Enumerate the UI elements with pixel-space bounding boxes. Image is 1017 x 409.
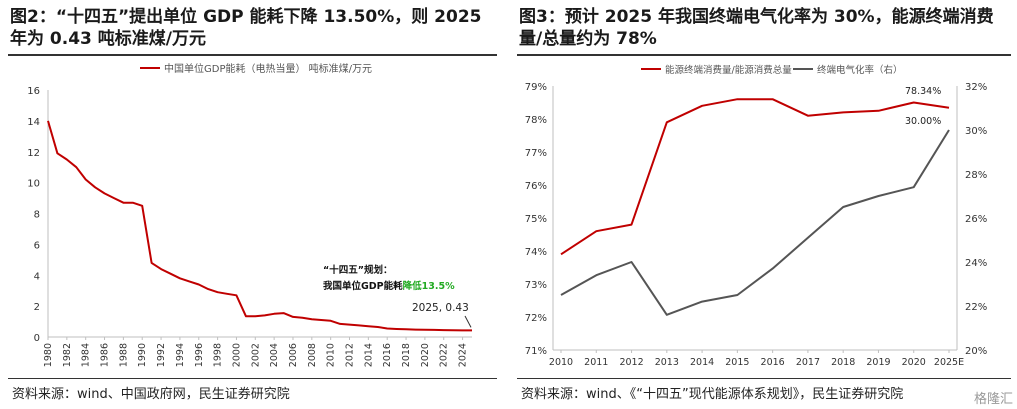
x-tick-label: 1990 [137, 343, 148, 367]
x-tick-label: 2015 [725, 357, 749, 368]
right-chart-svg: 71% 72% 73% 74% 75% 76% 77% 78% 79% 20% 22% 24% 26% 2… [525, 64, 987, 368]
annotation-title: “十四五”规划： [323, 264, 393, 276]
left-y-tick-label: 78% [525, 115, 547, 126]
x-tick-label: 2022 [439, 343, 450, 367]
x-tick-label: 1996 [194, 343, 205, 367]
x-tick-label: 2014 [690, 357, 714, 368]
x-tick-label: 2004 [269, 343, 280, 367]
left-y-tick-label: 76% [525, 181, 547, 192]
x-tick-label: 2019 [866, 357, 890, 368]
legend-label-right: 终端电气化率（右） [817, 64, 903, 76]
y-tick-label: 0 [34, 333, 40, 344]
legend-label-left: 能源终端消费量/能源消费总量 [665, 64, 792, 76]
right-y-tick-label: 32% [965, 82, 987, 93]
y-tick-label: 12 [27, 148, 40, 159]
left-y-tick-label: 72% [525, 313, 547, 324]
x-tick-label: 1994 [175, 343, 186, 367]
y-tick-label: 10 [27, 179, 40, 190]
left-source-rule [8, 378, 497, 379]
x-tick-label: 2010 [326, 343, 337, 367]
right-y-tick-label: 26% [965, 214, 987, 225]
x-tick-label: 1984 [81, 343, 92, 367]
left-y-tick-label: 73% [525, 280, 547, 291]
x-tick-label: 1986 [100, 343, 111, 367]
right-chart-title: 图3：预计 2025 年我国终端电气化率为 30%，能源终端消费量/总量约为 7… [519, 7, 994, 49]
x-tick-label: 2014 [363, 343, 374, 367]
x-tick-label: 2006 [288, 343, 299, 367]
callout-label: 2025, 0.43 [412, 302, 469, 314]
x-tick-label: 2018 [831, 357, 855, 368]
y-tick-label: 14 [27, 117, 40, 128]
x-tick-label: 1992 [156, 343, 167, 367]
callout-leader [464, 315, 472, 328]
left-y-tick-label: 79% [525, 82, 547, 93]
left-y-tick-label: 71% [525, 346, 547, 357]
x-tick-label: 1998 [213, 343, 224, 367]
right-source-text: 资料来源：wind、《“十四五”现代能源体系规划》，民生证券研究院 [521, 387, 904, 402]
x-tick-label: 2018 [401, 343, 412, 367]
left-chart-panel: 图2：“十四五”提出单位 GDP 能耗下降 13.50%，则 2025 年为 0… [0, 0, 503, 409]
x-tick-label: 2024 [458, 343, 469, 367]
watermark-text: 格隆汇 [973, 392, 1013, 407]
right-y-tick-label: 24% [965, 258, 987, 269]
y-tick-label: 16 [27, 86, 40, 97]
series-line-right [560, 129, 950, 316]
x-tick-label: 2017 [796, 357, 820, 368]
right-source-rule [517, 378, 1011, 379]
y-tick-label: 8 [34, 210, 40, 221]
right-title-rule [517, 54, 1011, 56]
x-tick-label: 1982 [62, 343, 73, 367]
x-tick-label: 2002 [250, 343, 261, 367]
left-chart-svg: 0 2 4 6 8 10 12 14 16 1980 1982 1984 1986 1988 1990 199… [27, 62, 472, 367]
data-label-right-2025: 30.00% [905, 116, 941, 127]
x-tick-label: 2011 [584, 357, 608, 368]
right-y-tick-label: 28% [965, 170, 987, 181]
left-y-tick-label: 74% [525, 247, 547, 258]
right-y-tick-label: 30% [965, 126, 987, 137]
x-tick-label: 2025E [934, 357, 964, 368]
annotation-highlight: 降低13.5% [403, 280, 455, 292]
x-tick-label: 2016 [761, 357, 785, 368]
annotation-prefix: 我国单位GDP能耗 [323, 280, 403, 292]
y-tick-label: 6 [34, 240, 40, 251]
legend-label: 中国单位GDP能耗（电热当量） 吨标准煤/万元 [164, 62, 372, 75]
left-source-text: 资料来源：wind、中国政府网，民生证券研究院 [12, 387, 290, 402]
annotation-text: 我国单位GDP能耗降低13.5% [323, 280, 455, 292]
left-y-tick-label: 75% [525, 214, 547, 225]
series-line-left [560, 98, 950, 256]
y-tick-label: 2 [34, 302, 40, 313]
left-chart-title: 图2：“十四五”提出单位 GDP 能耗下降 13.50%，则 2025 年为 0… [10, 7, 482, 49]
x-tick-label: 1988 [118, 343, 129, 367]
x-tick-label: 2020 [902, 357, 926, 368]
right-chart-panel: 图3：预计 2025 年我国终端电气化率为 30%，能源终端消费量/总量约为 7… [509, 0, 1017, 409]
x-tick-label: 2016 [382, 343, 393, 367]
x-tick-label: 2020 [420, 343, 431, 367]
x-tick-label: 2012 [345, 343, 356, 367]
x-tick-label: 2000 [231, 343, 242, 367]
x-tick-label: 2012 [619, 357, 643, 368]
right-y-tick-label: 22% [965, 302, 987, 313]
series-line [47, 120, 472, 332]
x-tick-label: 2010 [549, 357, 573, 368]
right-y-tick-label: 20% [965, 346, 987, 357]
x-tick-label: 1980 [43, 343, 54, 367]
left-title-rule [8, 54, 497, 56]
left-y-tick-label: 77% [525, 148, 547, 159]
x-tick-label: 2008 [307, 343, 318, 367]
y-tick-label: 4 [34, 271, 40, 282]
data-label-left-2025: 78.34% [905, 86, 941, 97]
x-tick-label: 2013 [655, 357, 679, 368]
